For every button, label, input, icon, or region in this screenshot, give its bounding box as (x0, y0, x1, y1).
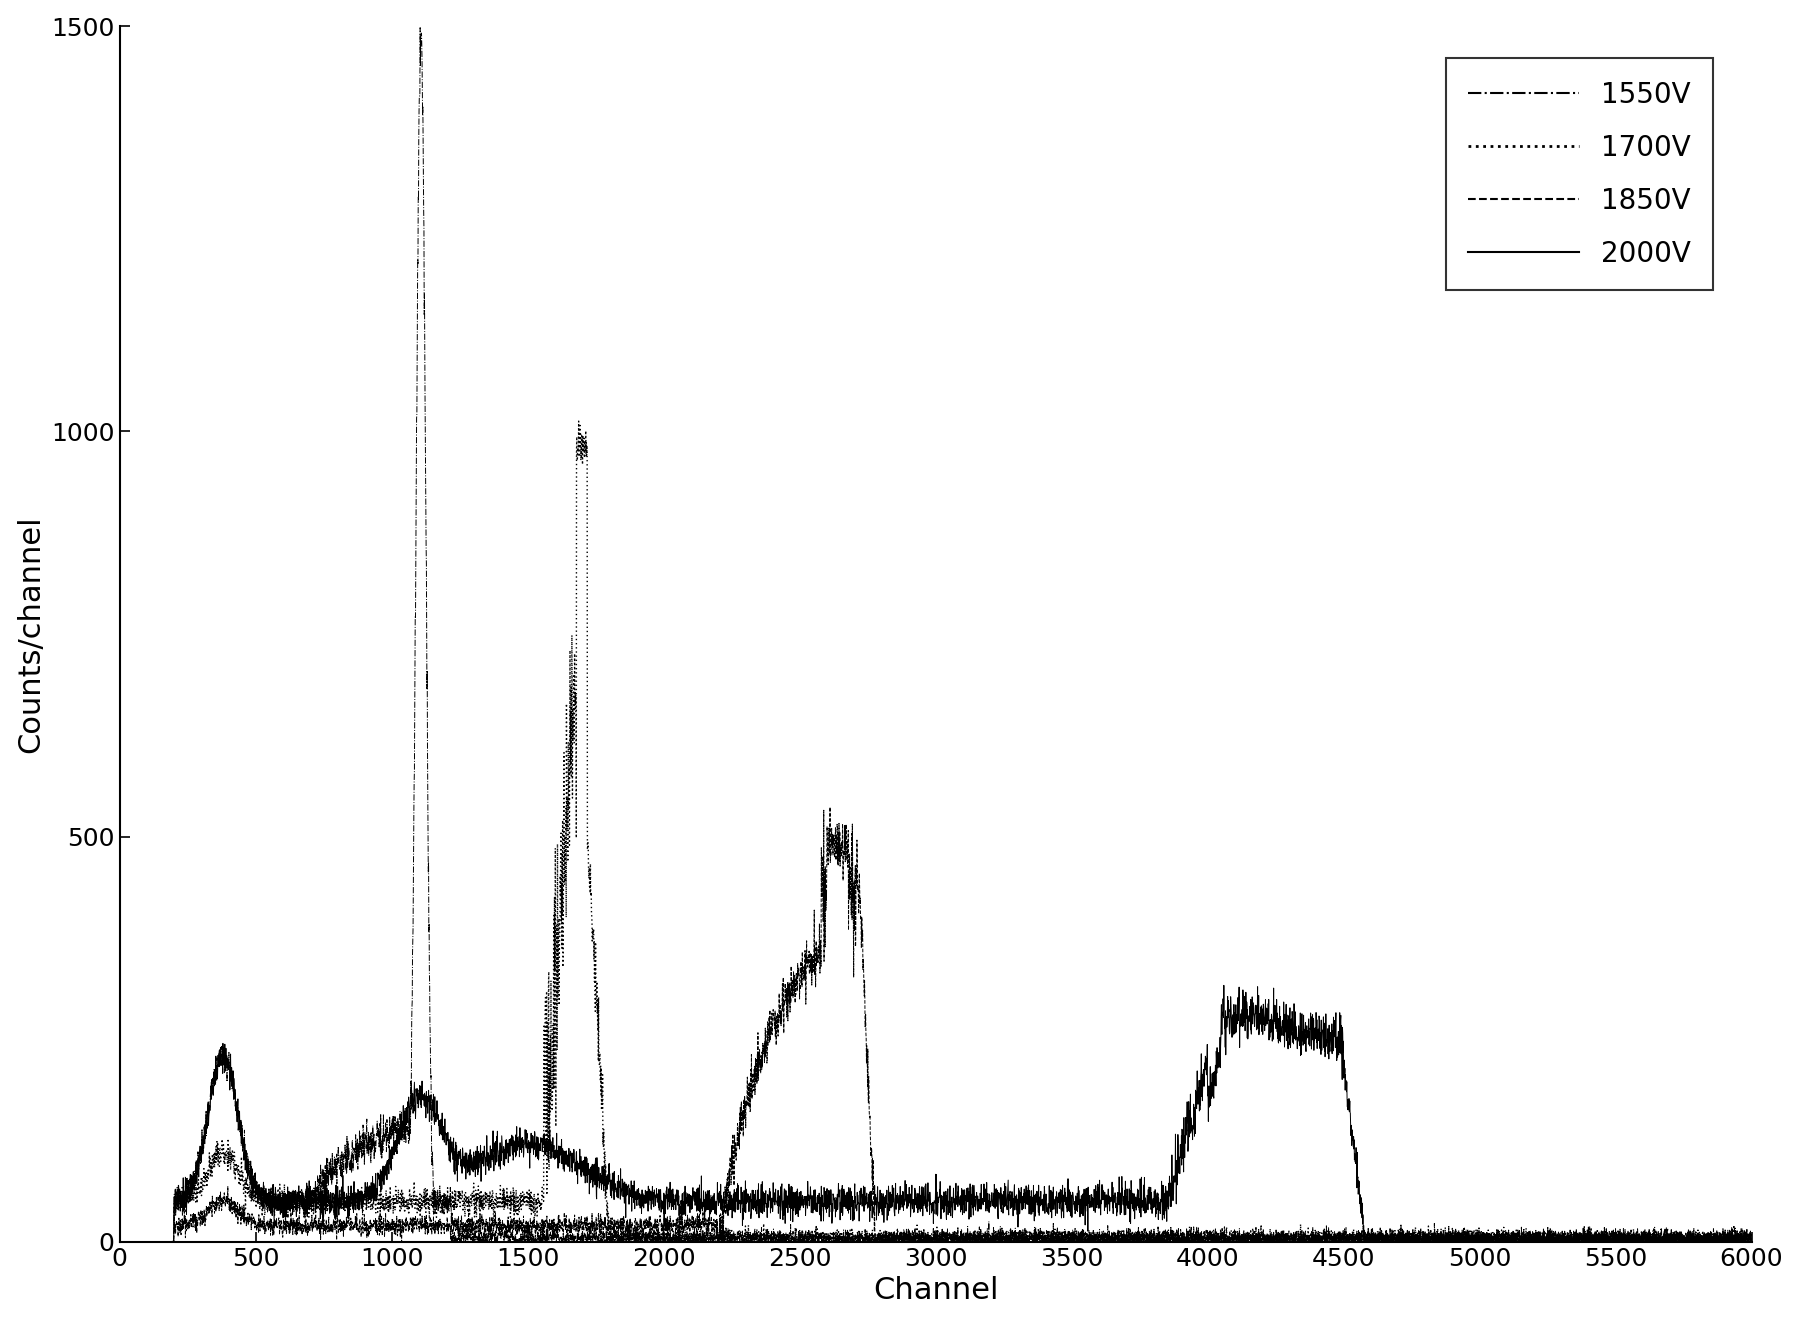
X-axis label: Channel: Channel (873, 1276, 999, 1305)
Y-axis label: Counts/channel: Counts/channel (16, 516, 45, 752)
Legend: 1550V, 1700V, 1850V, 2000V: 1550V, 1700V, 1850V, 2000V (1445, 58, 1714, 290)
